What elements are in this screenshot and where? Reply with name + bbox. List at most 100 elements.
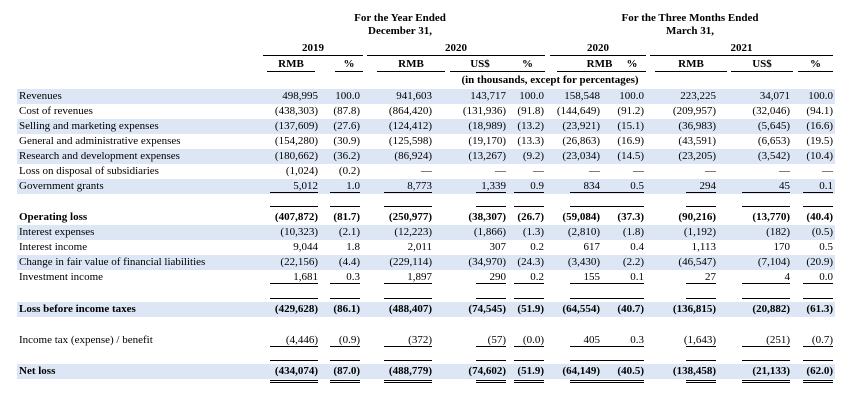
table-cell: 0.5 [630,180,644,192]
subtotal-rule [384,192,432,193]
row-label: Revenues [19,90,62,102]
total-rule [596,206,644,207]
total-rule [476,360,506,361]
year-2019-header: 2019 [263,42,363,56]
table-cell: (125,598) [388,135,432,147]
table-row: Investment income 1,681 0.3 1,897 290 0.2 155 0… [0,270,861,285]
table-cell: (24.3) [517,256,544,268]
currency-header-2: RMB [377,58,445,72]
table-cell: (64,149) [562,365,600,377]
table-cell: (38,307) [468,211,506,223]
total-rule [270,360,318,361]
table-cell: 0.2 [530,241,544,253]
table-row: General and administrative expenses (154,… [0,134,861,149]
table-cell: (34,970) [468,256,506,268]
table-cell: (13,267) [468,150,506,162]
subtotal-rule [742,192,790,193]
table-cell: 290 [489,271,507,283]
table-cell: (0.9) [338,334,360,346]
subtotal-rule [330,346,360,347]
table-cell: (87.8) [333,105,360,117]
table-row: Net loss (434,074) (87.0) (488,779) (74,602)… [0,364,861,379]
total-rule [686,298,716,299]
table-cell: (131,936) [462,105,506,117]
table-cell: (209,957) [672,105,716,117]
total-rule [742,360,790,361]
table-cell: 100.0 [519,90,544,102]
total-rule [330,298,360,299]
table-cell: (46,547) [678,256,716,268]
currency-header-4: % [510,58,545,72]
table-cell: (0.5) [811,226,833,238]
table-cell: 2,011 [407,241,432,253]
table-cell: 1,681 [293,271,318,283]
quarter-group-header: For the Three Months Ended March 31, [600,12,780,38]
table-cell: (57) [487,334,506,346]
table-cell: (2,810) [567,226,600,238]
currency-header-6: % [618,58,646,72]
table-cell: (2.1) [338,226,360,238]
total-rule [270,206,318,207]
table-cell: 9,044 [293,241,318,253]
row-label: Government grants [19,180,104,192]
table-cell: (13,770) [752,211,790,223]
table-cell: (2.2) [622,256,644,268]
table-cell: (154,280) [274,135,318,147]
table-cell: (182) [766,226,790,238]
table-cell: (372) [408,334,432,346]
total-rule [514,360,544,361]
table-cell: 0.1 [630,271,644,283]
total-rule [384,206,432,207]
subtotal-rule [803,283,833,284]
table-cell: (74,545) [468,303,506,315]
total-rule [686,206,716,207]
total-rule [742,298,790,299]
table-row: Research and development expenses (180,66… [0,149,861,164]
table-cell: (91.2) [617,105,644,117]
table-cell: 34,071 [759,90,790,102]
grand-total-rule [596,380,644,383]
grand-total-rule [803,380,833,383]
table-cell: 1.8 [346,241,360,253]
table-row: Change in fair value of financial liabil… [0,255,861,270]
table-cell: (51.9) [517,303,544,315]
table-cell: (9.2) [522,150,544,162]
table-cell: (20,882) [752,303,790,315]
table-cell: (13.3) [517,135,544,147]
table-cell: 100.0 [808,90,833,102]
grand-total-rule [742,380,790,383]
table-cell: (21,133) [752,365,790,377]
table-row: Loss before income taxes (429,628) (86.1) (… [0,302,861,317]
table-cell: (0.0) [522,334,544,346]
table-cell: (1,024) [285,165,318,177]
subtotal-rule [570,346,600,347]
table-cell: (3,430) [567,256,600,268]
currency-header-3: US$ [450,58,510,72]
quarter-2021-header: 2021 [650,42,833,56]
table-cell: 1,339 [481,180,506,192]
currency-header-5: RMB [557,58,642,72]
table-row: Operating loss (407,872) (81.7) (250,977) (3… [0,210,861,225]
total-rule [330,360,360,361]
subtotal-rule [384,346,432,347]
table-cell: (1.3) [522,226,544,238]
row-label: Interest income [19,241,88,253]
table-cell: 294 [699,180,717,192]
total-rule [330,206,360,207]
subtotal-rule [476,346,506,347]
total-rule [570,360,600,361]
table-cell: (438,303) [274,105,318,117]
row-label: Loss before income taxes [19,303,136,315]
row-label: Income tax (expense) / benefit [19,334,153,346]
table-cell: 170 [773,241,791,253]
year-group-header-line2: December 31, [368,25,432,37]
table-cell: (27.6) [333,120,360,132]
table-cell: (138,458) [672,365,716,377]
total-rule [596,298,644,299]
table-cell: (0.2) [338,165,360,177]
total-rule [742,206,790,207]
table-cell: (36.2) [333,150,360,162]
table-cell: (136,815) [672,303,716,315]
year-group-header-line1: For the Year Ended [354,12,446,24]
total-rule [514,298,544,299]
